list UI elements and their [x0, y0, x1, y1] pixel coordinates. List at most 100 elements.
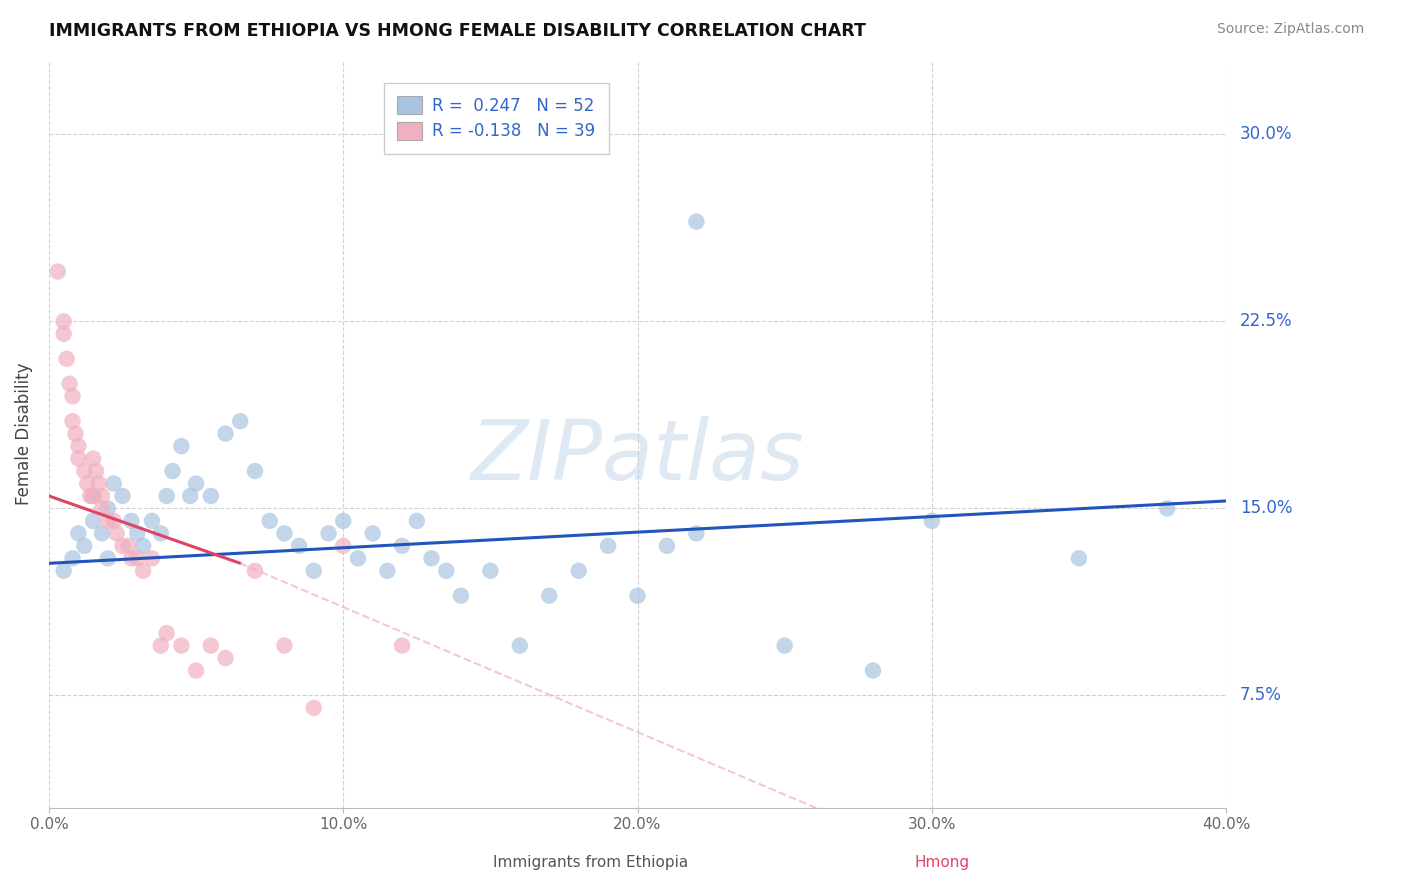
Point: [200, 639, 222, 653]
Point: [73, 539, 96, 553]
Point: [52, 314, 75, 328]
Point: [73, 464, 96, 478]
Point: [434, 564, 457, 578]
Point: [405, 514, 427, 528]
Point: [103, 476, 125, 491]
Point: [538, 589, 561, 603]
Point: [685, 526, 707, 541]
Point: [91, 526, 114, 541]
Point: [243, 464, 266, 478]
Point: [141, 551, 163, 566]
Point: [58, 376, 80, 391]
Point: [82, 451, 104, 466]
Point: [97, 551, 120, 566]
Point: [82, 489, 104, 503]
Point: [52, 326, 75, 341]
Point: [361, 526, 384, 541]
Text: IMMIGRANTS FROM ETHIOPIA VS HMONG FEMALE DISABILITY CORRELATION CHART: IMMIGRANTS FROM ETHIOPIA VS HMONG FEMALE…: [49, 22, 866, 40]
Point: [65, 426, 87, 441]
Point: [149, 526, 172, 541]
Point: [596, 539, 619, 553]
Text: Source: ZipAtlas.com: Source: ZipAtlas.com: [1216, 22, 1364, 37]
Point: [170, 439, 193, 453]
Point: [377, 564, 399, 578]
Point: [97, 514, 120, 528]
Point: [82, 514, 104, 528]
Point: [391, 639, 413, 653]
Point: [82, 489, 104, 503]
Point: [91, 501, 114, 516]
Point: [67, 439, 90, 453]
Point: [67, 526, 90, 541]
Legend: R =  0.247   N = 52, R = -0.138   N = 39: R = 0.247 N = 52, R = -0.138 N = 39: [384, 83, 609, 153]
Point: [655, 539, 678, 553]
Point: [97, 501, 120, 516]
Point: [132, 539, 155, 553]
Point: [685, 215, 707, 229]
Point: [120, 514, 142, 528]
Point: [259, 514, 281, 528]
Point: [479, 564, 502, 578]
Text: ZIPatlas: ZIPatlas: [471, 416, 804, 497]
Point: [103, 514, 125, 528]
Point: [156, 489, 179, 503]
Y-axis label: Female Disability: Female Disability: [15, 362, 32, 505]
Point: [127, 551, 149, 566]
Point: [184, 664, 207, 678]
Text: Immigrants from Ethiopia: Immigrants from Ethiopia: [494, 855, 688, 870]
Point: [127, 526, 149, 541]
Point: [420, 551, 443, 566]
Point: [391, 539, 413, 553]
Point: [318, 526, 340, 541]
Text: Hmong: Hmong: [914, 855, 970, 870]
Point: [243, 564, 266, 578]
Point: [67, 451, 90, 466]
Point: [62, 414, 84, 428]
Point: [288, 539, 311, 553]
Point: [156, 626, 179, 640]
Point: [332, 514, 354, 528]
Point: [87, 476, 110, 491]
Point: [184, 476, 207, 491]
Point: [62, 389, 84, 403]
Point: [1067, 551, 1090, 566]
Point: [162, 464, 184, 478]
Point: [117, 539, 139, 553]
Point: [46, 264, 69, 278]
Point: [132, 564, 155, 578]
Point: [79, 489, 101, 503]
Point: [84, 464, 107, 478]
Text: 30.0%: 30.0%: [1240, 126, 1292, 144]
Point: [120, 551, 142, 566]
Point: [332, 539, 354, 553]
Point: [229, 414, 252, 428]
Point: [200, 489, 222, 503]
Point: [302, 564, 325, 578]
Point: [62, 551, 84, 566]
Point: [76, 476, 98, 491]
Point: [568, 564, 591, 578]
Point: [862, 664, 884, 678]
Point: [179, 489, 201, 503]
Point: [302, 701, 325, 715]
Point: [105, 526, 128, 541]
Point: [141, 514, 163, 528]
Point: [347, 551, 370, 566]
Point: [52, 564, 75, 578]
Point: [111, 539, 134, 553]
Point: [149, 639, 172, 653]
Point: [55, 351, 77, 366]
Point: [450, 589, 472, 603]
Point: [273, 639, 295, 653]
Point: [773, 639, 796, 653]
Point: [273, 526, 295, 541]
Text: 7.5%: 7.5%: [1240, 687, 1282, 705]
Point: [1156, 501, 1178, 516]
Point: [214, 651, 236, 665]
Point: [214, 426, 236, 441]
Point: [626, 589, 648, 603]
Point: [111, 489, 134, 503]
Point: [170, 639, 193, 653]
Text: 22.5%: 22.5%: [1240, 312, 1292, 330]
Text: 15.0%: 15.0%: [1240, 500, 1292, 517]
